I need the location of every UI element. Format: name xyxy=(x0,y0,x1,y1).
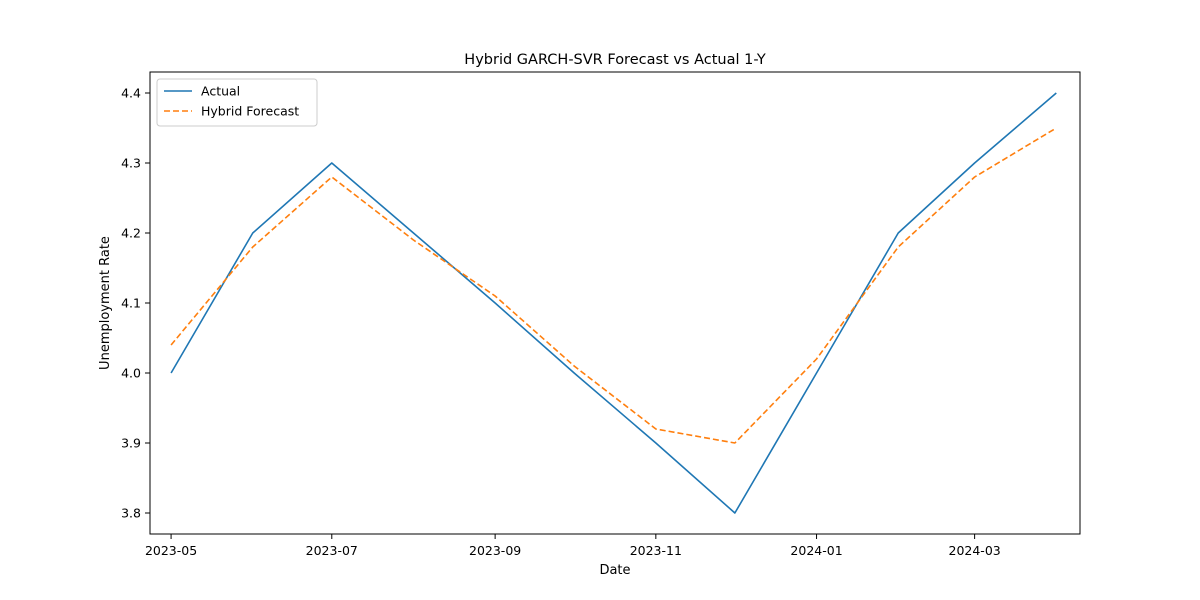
y-tick-label: 4.0 xyxy=(121,366,141,381)
y-tick-label: 4.1 xyxy=(121,296,141,311)
y-axis-label: Unemployment Rate xyxy=(98,236,113,370)
y-tick-label: 4.3 xyxy=(121,156,141,171)
y-tick-label: 3.9 xyxy=(121,436,141,451)
y-tick-label: 4.4 xyxy=(121,86,141,101)
y-tick-label: 3.8 xyxy=(121,506,141,521)
x-axis-ticks: 2023-05 2023-07 2023-09 2023-11 2024-01 2024-… xyxy=(145,534,1001,558)
x-tick-label: 2023-07 xyxy=(306,543,358,558)
x-tick-label: 2023-05 xyxy=(145,543,197,558)
legend-label: Actual xyxy=(201,84,240,99)
x-axis-label: Date xyxy=(599,563,630,578)
y-axis-ticks: 3.8 3.9 4.0 4.1 4.2 4.3 4.4 xyxy=(121,86,150,521)
plot-frame xyxy=(149,71,1081,535)
series-line-actual xyxy=(170,92,1057,514)
y-tick-label: 4.2 xyxy=(121,226,141,241)
legend-box xyxy=(156,78,318,127)
x-tick-label: 2023-09 xyxy=(469,543,521,558)
x-tick-label: 2023-11 xyxy=(630,543,682,558)
legend: Actual Hybrid Forecast xyxy=(156,78,318,127)
x-tick-label: 2024-01 xyxy=(790,543,842,558)
legend-label: Hybrid Forecast xyxy=(201,104,299,119)
series-layer xyxy=(170,92,1057,514)
x-tick-label: 2024-03 xyxy=(949,543,1001,558)
chart-title: Hybrid GARCH-SVR Forecast vs Actual 1-Y xyxy=(464,52,766,68)
